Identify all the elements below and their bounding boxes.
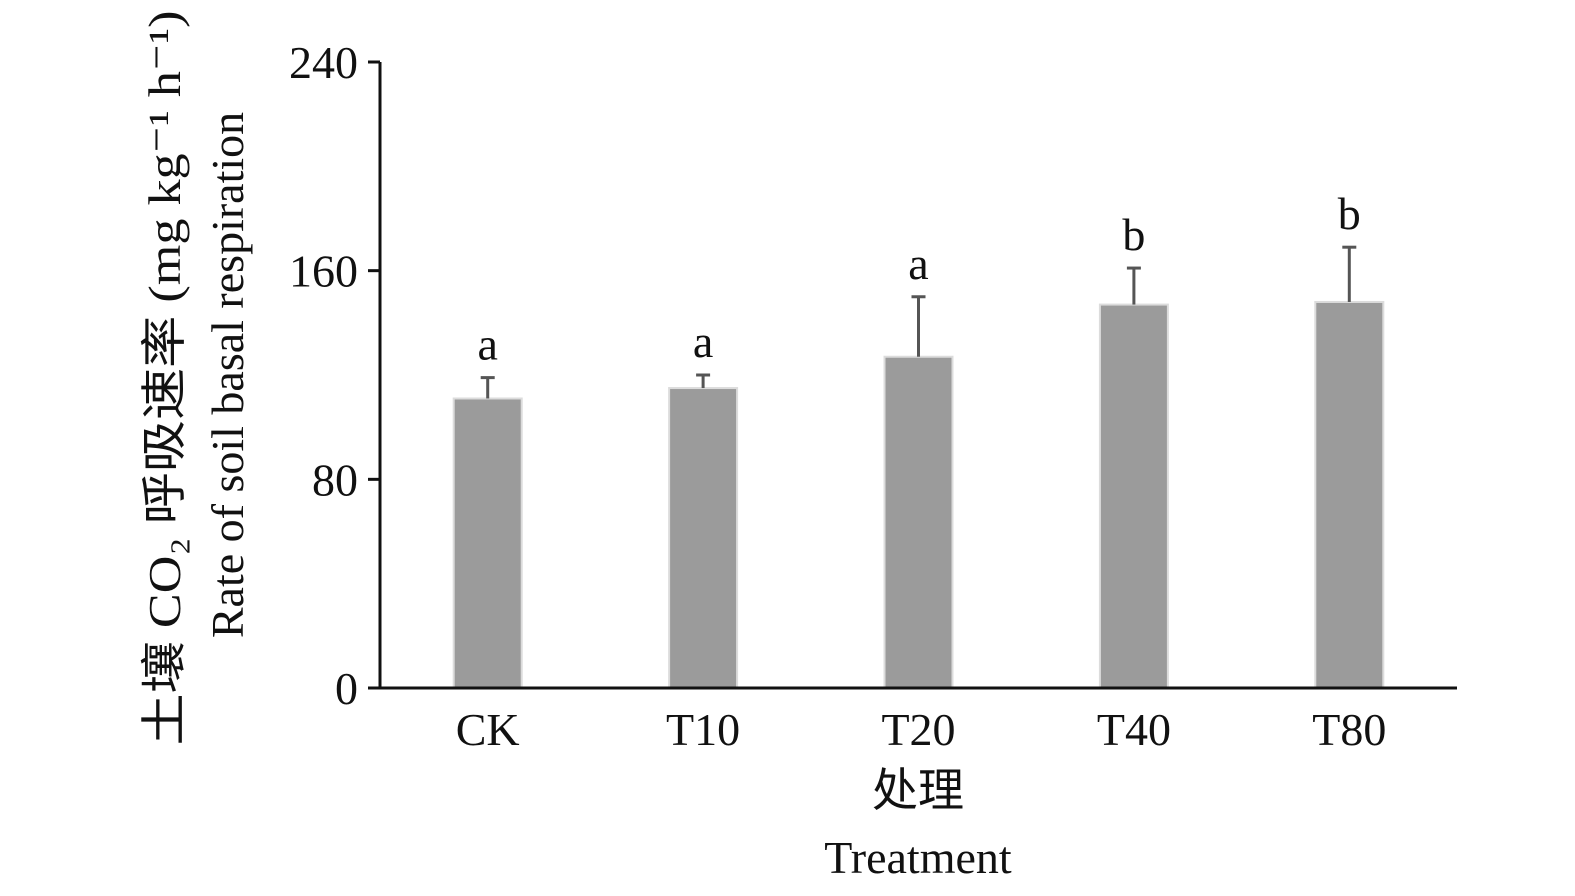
x-tick-label-ck: CK — [456, 704, 520, 755]
x-axis-title-en: Treatment — [824, 832, 1012, 883]
bar-t80 — [1314, 300, 1385, 689]
significance-labels: a a a b b — [477, 188, 1360, 369]
bar-t40 — [1098, 303, 1169, 689]
significance-label-ck: a — [477, 319, 497, 370]
bar-t20 — [883, 355, 954, 689]
bar-t10 — [668, 387, 739, 689]
error-bar-ck — [480, 376, 495, 399]
x-tick-label-t40: T40 — [1097, 704, 1171, 755]
x-tick-label-t20: T20 — [881, 704, 955, 755]
error-bars — [480, 245, 1357, 399]
error-bar-t40 — [1126, 266, 1141, 305]
x-axis-title-zh: 处理 — [872, 765, 964, 816]
significance-label-t20: a — [908, 238, 928, 289]
significance-label-t80: b — [1338, 188, 1361, 239]
y-tick-label: 0 — [335, 663, 358, 714]
significance-label-t10: a — [693, 316, 713, 367]
x-axis-ticks: CK T10 T20 T40 T80 — [456, 704, 1387, 755]
y-tick-label: 160 — [289, 246, 358, 297]
x-tick-label-t80: T80 — [1312, 704, 1386, 755]
bars — [452, 300, 1385, 689]
x-tick-label-t10: T10 — [666, 704, 740, 755]
significance-label-t40: b — [1122, 209, 1145, 260]
y-tick-label: 80 — [312, 454, 358, 505]
y-tick-label: 240 — [289, 37, 358, 88]
y-axis-ticks: 0 80 160 240 — [289, 37, 380, 714]
bar-ck — [452, 397, 523, 689]
y-axis-title-en: Rate of soil basal respiration — [202, 112, 253, 638]
error-bar-t20 — [911, 295, 926, 357]
y-axis-title-zh: 土壤 CO₂ 呼吸速率 (mg kg⁻¹ h⁻¹) — [139, 11, 190, 746]
error-bar-t10 — [696, 373, 711, 389]
error-bar-t80 — [1342, 245, 1357, 302]
